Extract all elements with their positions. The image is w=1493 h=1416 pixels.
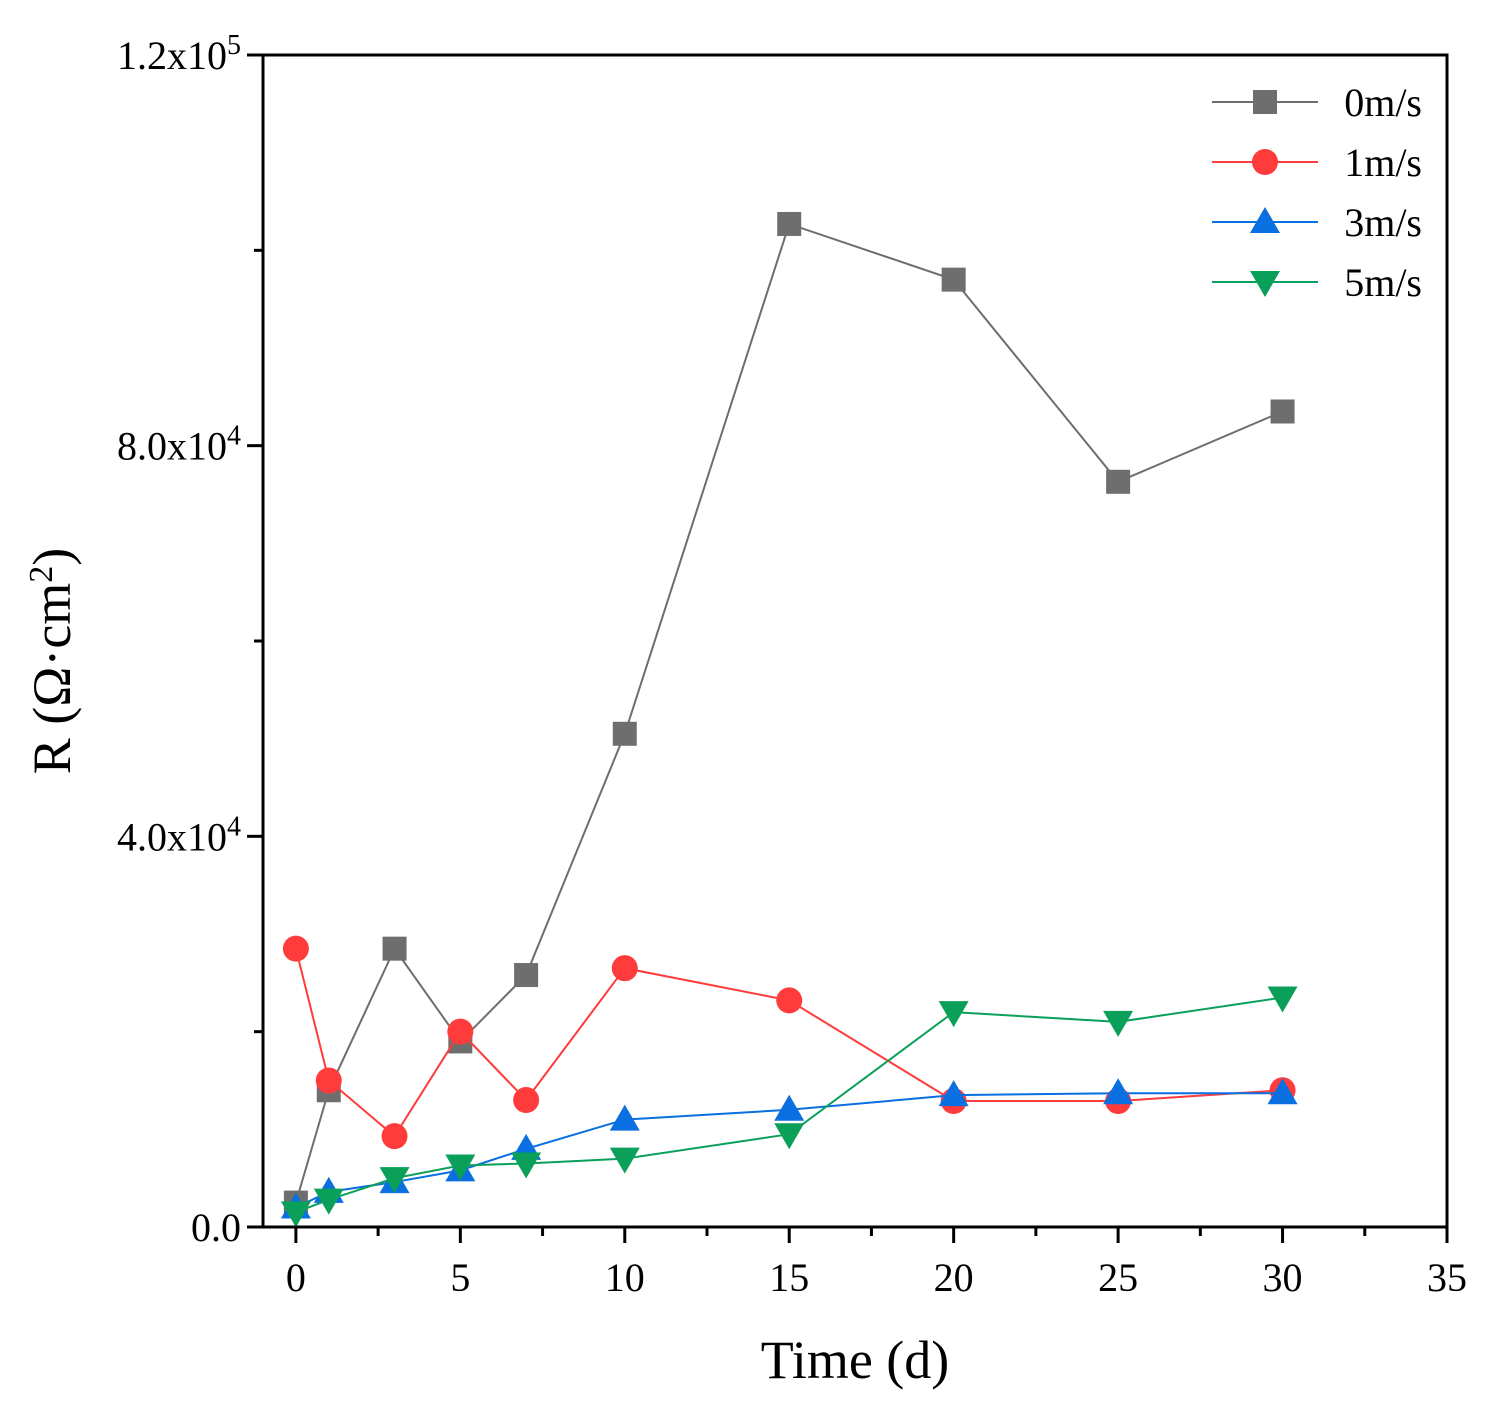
series-line-0m-s: [294, 222, 1283, 1203]
y-axis-title-close: ): [22, 548, 82, 566]
data-point-1m-s: [776, 987, 803, 1014]
data-point-3m-s: [774, 1094, 805, 1121]
data-point-0m-s: [382, 936, 407, 961]
data-point-5m-s: [445, 1154, 476, 1181]
legend-label: 5m/s: [1344, 260, 1422, 305]
x-tick-label: 15: [769, 1255, 809, 1300]
x-tick-label: 25: [1098, 1255, 1138, 1300]
x-tick-label: 30: [1263, 1255, 1303, 1300]
legend-marker: [1252, 149, 1278, 175]
legend-marker: [1253, 90, 1277, 114]
y-tick-exponent: 4: [227, 811, 241, 842]
legend-label: 1m/s: [1344, 140, 1422, 185]
data-point-0m-s: [514, 963, 539, 988]
data-point-5m-s: [1267, 986, 1298, 1013]
y-tick-mantissa: 0.0: [191, 1205, 241, 1250]
y-axis-title: R (Ω·cm2): [22, 548, 82, 775]
data-point-1m-s: [282, 935, 309, 962]
series-5m-s: [280, 986, 1298, 1228]
data-point-1m-s: [513, 1087, 540, 1114]
data-point-3m-s: [938, 1080, 969, 1107]
data-point-0m-s: [941, 267, 966, 292]
data-point-0m-s: [1106, 469, 1131, 494]
x-tick-label: 0: [286, 1255, 306, 1300]
data-point-1m-s: [381, 1123, 408, 1150]
y-tick-mantissa: 4.0x10: [117, 814, 227, 859]
data-point-5m-s: [938, 1001, 969, 1028]
x-tick-label: 35: [1427, 1255, 1467, 1300]
data-point-0m-s: [612, 721, 637, 746]
legend-label: 0m/s: [1344, 80, 1422, 125]
y-tick-exponent: 5: [227, 30, 241, 61]
data-point-1m-s: [447, 1018, 474, 1045]
y-tick-exponent: 4: [227, 420, 241, 451]
y-tick-label: 1.2x105: [117, 30, 241, 79]
y-tick-mantissa: 8.0x10: [117, 424, 227, 469]
series-line-1m-s: [294, 948, 1283, 1138]
data-point-5m-s: [313, 1188, 344, 1215]
data-point-5m-s: [511, 1152, 542, 1179]
series-layer: [280, 211, 1298, 1228]
x-axis-title: Time (d): [761, 1330, 950, 1390]
data-point-0m-s: [1270, 399, 1295, 424]
data-point-1m-s: [315, 1067, 342, 1094]
y-tick-mantissa: 1.2x10: [117, 33, 227, 78]
series-1m-s: [282, 935, 1296, 1150]
data-point-3m-s: [1267, 1078, 1298, 1105]
legend-marker: [1250, 207, 1280, 233]
data-point-5m-s: [1103, 1010, 1134, 1037]
x-tick-label: 10: [605, 1255, 645, 1300]
data-point-3m-s: [609, 1104, 640, 1131]
data-point-0m-s: [777, 211, 802, 236]
series-line-3m-s: [295, 1092, 1283, 1209]
x-tick-label: 20: [934, 1255, 974, 1300]
legend-item-1m-s: 1m/s: [1212, 140, 1422, 185]
y-axis-title-sup: 2: [23, 566, 60, 583]
legend-item-5m-s: 5m/s: [1212, 260, 1422, 305]
data-point-5m-s: [609, 1147, 640, 1174]
legend-label: 3m/s: [1344, 200, 1422, 245]
legend-item-0m-s: 0m/s: [1212, 80, 1422, 125]
y-tick-label: 0.0: [191, 1205, 241, 1250]
legend-marker: [1250, 271, 1280, 297]
y-axis-title-main: R (Ω·cm: [22, 583, 82, 775]
x-tick-label: 5: [450, 1255, 470, 1300]
data-point-3m-s: [1103, 1078, 1134, 1105]
series-line-5m-s: [295, 996, 1283, 1214]
data-point-5m-s: [774, 1123, 805, 1150]
y-tick-label: 4.0x104: [117, 811, 241, 860]
legend-item-3m-s: 3m/s: [1212, 200, 1422, 245]
data-point-5m-s: [379, 1167, 410, 1194]
data-point-1m-s: [611, 955, 638, 982]
legend: 0m/s 1m/s 3m/s 5m/s: [1212, 80, 1422, 305]
data-point-5m-s: [280, 1201, 311, 1228]
y-tick-label: 8.0x104: [117, 420, 241, 469]
